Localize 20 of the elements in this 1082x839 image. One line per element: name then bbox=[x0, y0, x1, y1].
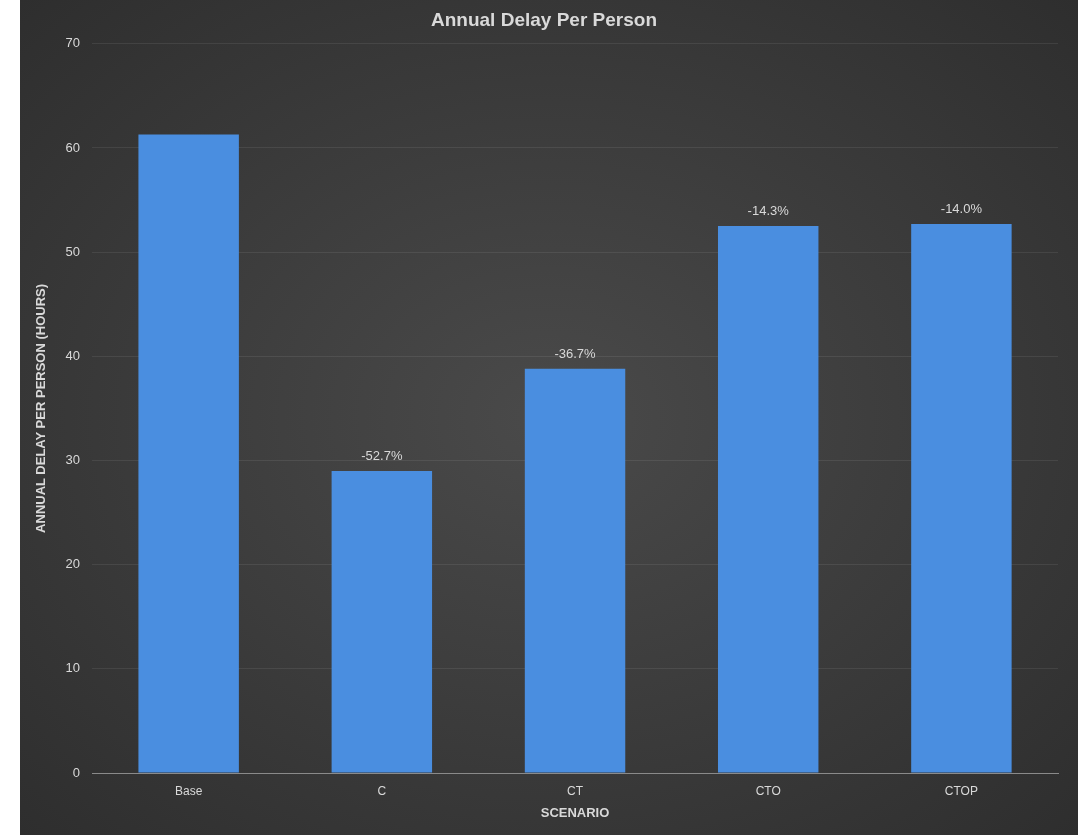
y-tick-label: 60 bbox=[65, 139, 81, 155]
annotation: -52.7% bbox=[361, 447, 403, 463]
x-axis-title: SCENARIO bbox=[540, 804, 610, 820]
x-tick-label: CT bbox=[567, 783, 584, 798]
x-tick-label: Base bbox=[174, 783, 203, 798]
chart-title: Annual Delay Per Person bbox=[431, 8, 657, 30]
y-tick-label: 0 bbox=[72, 764, 81, 780]
y-tick-label: 30 bbox=[65, 452, 81, 468]
y-axis-title: ANNUAL DELAY PER PERSON (HOURS) bbox=[33, 283, 49, 533]
x-tick-label: CTO bbox=[755, 783, 781, 798]
y-tick-label: 40 bbox=[65, 347, 81, 363]
annotation: -14.3% bbox=[747, 203, 790, 219]
y-tick-label: 50 bbox=[65, 243, 81, 259]
annotation: -36.7% bbox=[554, 345, 597, 361]
x-tick-label: C bbox=[377, 783, 387, 798]
y-tick-label: 70 bbox=[65, 35, 81, 51]
annotation: -14.0% bbox=[940, 201, 983, 217]
y-tick-label: 20 bbox=[65, 556, 81, 572]
y-tick-label: 10 bbox=[65, 660, 81, 676]
x-tick-label: CTOP bbox=[944, 783, 978, 798]
